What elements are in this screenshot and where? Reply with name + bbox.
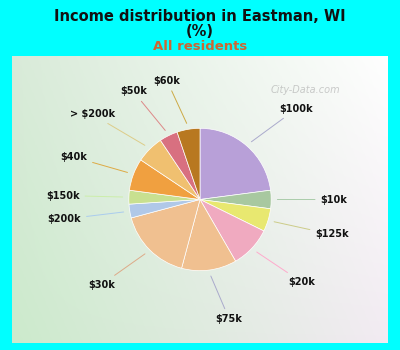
Text: All residents: All residents bbox=[153, 40, 247, 53]
Wedge shape bbox=[200, 128, 270, 199]
Wedge shape bbox=[200, 199, 264, 261]
Text: $125k: $125k bbox=[274, 222, 349, 239]
Text: (%): (%) bbox=[186, 25, 214, 40]
Wedge shape bbox=[177, 128, 200, 199]
Wedge shape bbox=[129, 190, 200, 204]
Wedge shape bbox=[130, 160, 200, 200]
Text: $200k: $200k bbox=[48, 212, 124, 224]
Text: $30k: $30k bbox=[88, 254, 145, 290]
Wedge shape bbox=[141, 140, 200, 199]
Wedge shape bbox=[131, 199, 200, 268]
Text: $20k: $20k bbox=[257, 252, 315, 287]
Text: $75k: $75k bbox=[211, 276, 243, 324]
Text: > $200k: > $200k bbox=[70, 109, 145, 145]
Text: $10k: $10k bbox=[277, 195, 348, 204]
Wedge shape bbox=[200, 199, 270, 231]
Text: $100k: $100k bbox=[252, 104, 313, 142]
Text: $40k: $40k bbox=[60, 152, 128, 173]
Wedge shape bbox=[160, 132, 200, 199]
Wedge shape bbox=[129, 199, 200, 218]
Wedge shape bbox=[200, 190, 271, 209]
Text: City-Data.com: City-Data.com bbox=[270, 85, 340, 96]
Text: $50k: $50k bbox=[120, 86, 165, 131]
Wedge shape bbox=[182, 199, 236, 271]
Text: $150k: $150k bbox=[46, 190, 123, 201]
Text: Income distribution in Eastman, WI: Income distribution in Eastman, WI bbox=[54, 9, 346, 24]
Text: $60k: $60k bbox=[154, 76, 187, 123]
